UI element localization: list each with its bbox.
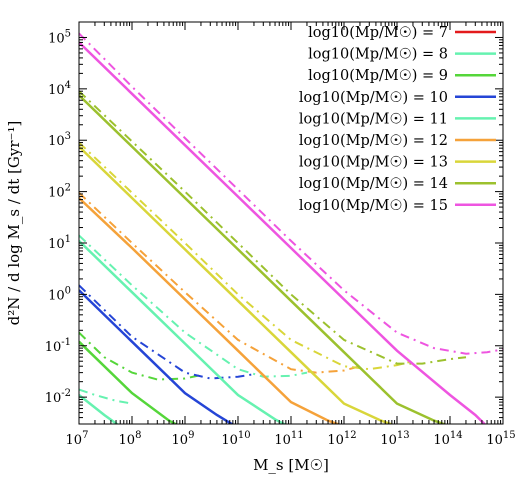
y-tick-label: 10-2 <box>45 388 71 406</box>
legend: log10(Mp/M☉) = 7 log10(Mp/M☉) = 8 log10(Mp… <box>299 25 496 214</box>
series-4-dashed-line <box>79 284 255 380</box>
plot-lines <box>79 32 503 424</box>
series-8-solid-line <box>79 94 448 424</box>
legend-label: log10(Mp/M☉) = 9 <box>308 68 448 84</box>
series-5-solid-line <box>79 240 287 424</box>
series-9 <box>79 32 503 424</box>
x-tick-label: 107 <box>66 430 89 448</box>
y-tick-label: 101 <box>48 234 71 252</box>
x-tick-label: 1012 <box>327 430 356 448</box>
series-3-dashed-line <box>79 331 202 381</box>
y-tick-label: 103 <box>48 131 71 149</box>
legend-label: log10(Mp/M☉) = 13 <box>299 155 448 171</box>
y-axis-label: d²N / d log M_s / dt [Gyr⁻¹] <box>5 121 23 326</box>
legend-label: log10(Mp/M☉) = 7 <box>308 25 448 41</box>
series-3 <box>79 331 202 424</box>
series-7-dashed-line <box>79 141 414 371</box>
y-tick-label: 102 <box>48 183 71 201</box>
series-2 <box>79 388 133 424</box>
axis-ticks <box>78 21 504 425</box>
legend-label: log10(Mp/M☉) = 8 <box>308 47 448 63</box>
y-tick-label: 104 <box>48 80 71 98</box>
series-6 <box>79 192 361 424</box>
tick-labels: 107 108 109 1010 1011 1012 1013 1014 1015 10-2 10-… <box>45 28 516 448</box>
x-tick-label: 1011 <box>274 430 303 448</box>
x-tick-label: 108 <box>119 430 142 448</box>
series-7-solid-line <box>79 145 395 424</box>
legend-label: log10(Mp/M☉) = 15 <box>299 198 448 214</box>
legend-label: log10(Mp/M☉) = 14 <box>299 176 448 192</box>
legend-label: log10(Mp/M☉) = 10 <box>299 90 448 106</box>
series-8-dashed-line <box>79 90 467 365</box>
series-4-solid-line <box>79 289 235 424</box>
y-tick-label: 10-1 <box>45 337 71 355</box>
series-7 <box>79 141 414 424</box>
y-tick-label: 105 <box>48 28 71 46</box>
x-tick-label: 1015 <box>486 430 515 448</box>
series-5 <box>79 234 308 424</box>
series-6-dashed-line <box>79 192 361 374</box>
series-3-solid-line <box>79 340 179 424</box>
series-2-dashed-line <box>79 388 133 405</box>
legend-label: log10(Mp/M☉) = 12 <box>299 133 448 149</box>
y-tick-label: 100 <box>48 285 71 303</box>
x-tick-label: 1014 <box>433 430 462 448</box>
series-9-solid-line <box>79 41 487 424</box>
x-tick-label: 109 <box>172 430 195 448</box>
series-4 <box>79 284 255 424</box>
x-tick-label: 1010 <box>221 430 250 448</box>
x-axis-label: M_s [M☉] <box>253 456 329 474</box>
series-8 <box>79 90 467 424</box>
legend-label: log10(Mp/M☉) = 11 <box>299 111 448 127</box>
series-2-solid-line <box>79 394 119 424</box>
x-tick-label: 1013 <box>380 430 409 448</box>
